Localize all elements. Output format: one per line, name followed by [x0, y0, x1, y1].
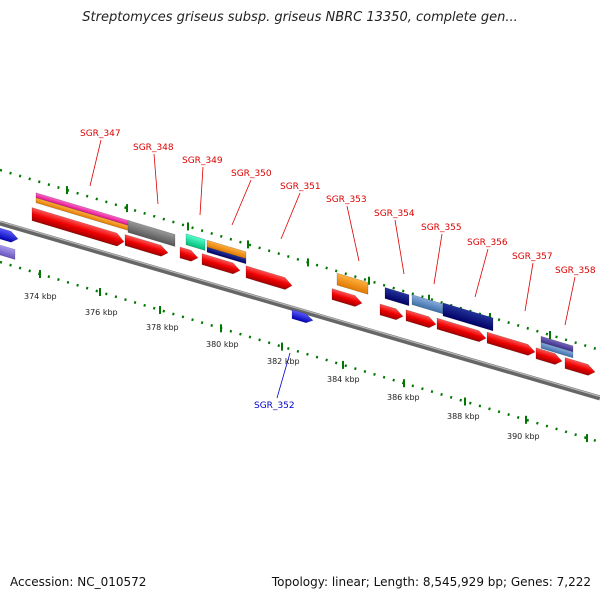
gene-label-sgr-349[interactable]: SGR_349 — [182, 156, 223, 166]
gene-label-sgr-347[interactable]: SGR_347 — [80, 129, 121, 139]
gene-label-sgr-352[interactable]: SGR_352 — [254, 401, 295, 411]
gene-label-sgr-358[interactable]: SGR_358 — [555, 266, 596, 276]
gene-box-sgr-355-steel[interactable] — [411, 294, 444, 315]
gene-label-sgr-351[interactable]: SGR_351 — [280, 182, 321, 192]
gene-label-sgr-355[interactable]: SGR_355 — [421, 223, 462, 233]
accession-text: Accession: NC_010572 — [10, 575, 147, 589]
gene-label-sgr-353[interactable]: SGR_353 — [326, 195, 367, 205]
gene-box-left-blue[interactable] — [0, 226, 19, 245]
lower-scale-track — [0, 260, 600, 444]
genome-summary-text: Topology: linear; Length: 8,545,929 bp; … — [271, 575, 591, 589]
scale-label: 374 kbp — [24, 292, 57, 301]
gene-arrow-sgr-356[interactable] — [436, 317, 487, 344]
leader-sgr-357 — [524, 262, 534, 312]
gene-box-sgr-354-navy[interactable] — [384, 287, 410, 307]
gene-arrow-sgr-349[interactable] — [179, 246, 199, 263]
gene-arrow-sgr-352[interactable] — [291, 309, 314, 325]
leader-sgr-353 — [346, 205, 360, 262]
gene-arrow-sgr-354[interactable] — [379, 303, 404, 322]
leader-sgr-355 — [433, 233, 443, 285]
scale-label: 390 kbp — [507, 432, 540, 441]
gene-features — [0, 192, 596, 378]
upper-scale-track — [0, 168, 600, 352]
leader-sgr-349 — [199, 166, 204, 216]
gene-arrow-sgr-350[interactable] — [201, 253, 241, 276]
scale-label: 388 kbp — [447, 412, 480, 421]
page-title: Streptomyces griseus subsp. griseus NBRC… — [82, 10, 518, 25]
gene-label-sgr-348[interactable]: SGR_348 — [133, 143, 174, 153]
gene-box-sgr-356-navy[interactable] — [442, 302, 494, 332]
major-ticks — [39, 186, 588, 443]
leader-sgr-347 — [89, 139, 102, 187]
gene-label-sgr-354[interactable]: SGR_354 — [374, 209, 415, 219]
gene-labels: SGR_347 SGR_348 SGR_349 SGR_350 SGR_351 … — [80, 129, 596, 411]
leader-sgr-352 — [276, 352, 291, 399]
gene-bar-sgr-347-gray[interactable] — [127, 220, 176, 247]
genome-backbone-highlight — [0, 220, 600, 398]
gene-label-sgr-357[interactable]: SGR_357 — [512, 252, 553, 262]
gene-arrow-sgr-347[interactable] — [31, 207, 125, 249]
gene-arrow-sgr-351[interactable] — [245, 265, 293, 292]
gene-label-sgr-350[interactable]: SGR_350 — [231, 169, 272, 179]
leader-sgr-356 — [474, 248, 489, 298]
gene-arrow-sgr-348[interactable] — [124, 234, 169, 259]
gene-label-sgr-356[interactable]: SGR_356 — [467, 238, 508, 248]
gene-box-sgr-353-orange[interactable] — [336, 272, 369, 295]
leader-sgr-350 — [231, 179, 252, 226]
scale-label: 384 kbp — [327, 375, 360, 384]
scale-label: 382 kbp — [267, 357, 300, 366]
scale-label: 386 kbp — [387, 393, 420, 402]
gene-box-sgr-350-navy[interactable] — [206, 246, 247, 265]
gene-box-sgr-358-steel[interactable] — [540, 341, 574, 359]
leader-sgr-354 — [394, 219, 405, 275]
label-leader-lines — [89, 139, 576, 399]
gene-arrow-sgr-358-b[interactable] — [564, 357, 596, 378]
genome-backbone — [0, 220, 600, 401]
gene-arrow-sgr-358-a[interactable] — [535, 347, 563, 367]
scale-labels: 374 kbp 376 kbp 378 kbp 380 kbp 382 kbp … — [24, 292, 540, 441]
scale-label: 378 kbp — [146, 323, 179, 332]
leader-sgr-351 — [280, 192, 301, 240]
scale-label: 376 kbp — [85, 308, 118, 317]
gene-arrow-sgr-357[interactable] — [486, 331, 536, 357]
leader-sgr-348 — [153, 153, 159, 205]
gene-box-sgr-349-green[interactable] — [185, 233, 206, 251]
gene-arrow-sgr-355[interactable] — [405, 309, 437, 330]
gene-box-left-lavender[interactable] — [0, 243, 16, 260]
leader-sgr-358 — [564, 276, 576, 326]
scale-label: 380 kbp — [206, 340, 239, 349]
gene-arrow-sgr-353[interactable] — [331, 288, 363, 309]
